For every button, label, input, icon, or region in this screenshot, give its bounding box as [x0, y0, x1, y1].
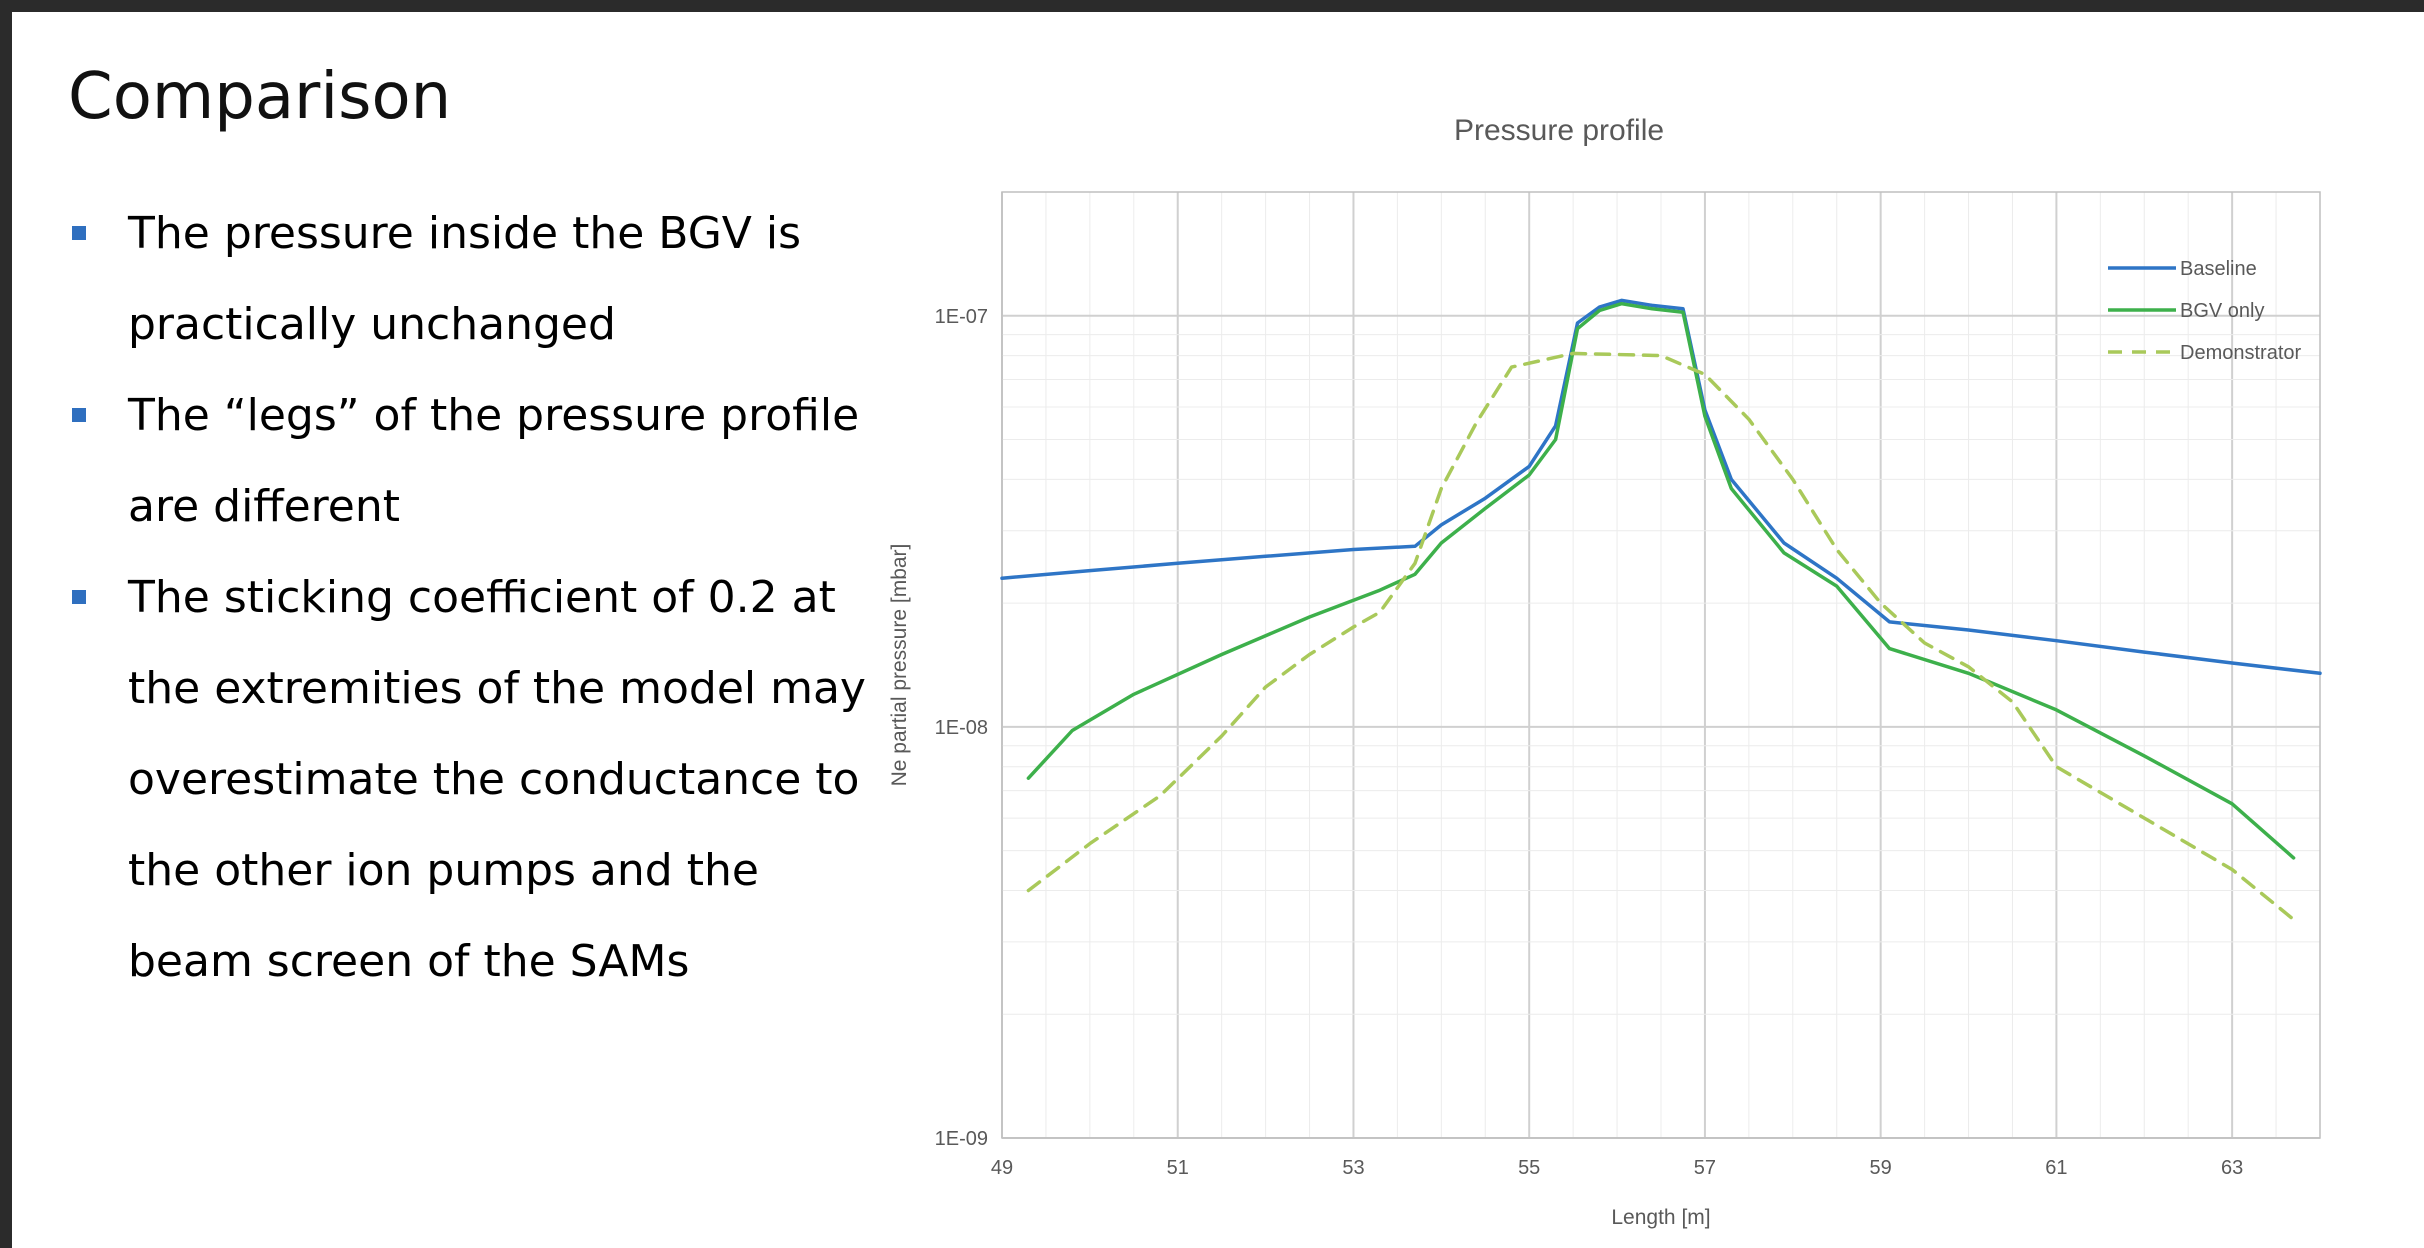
bullet-text: The “legs” of the pressure profile are d… [128, 390, 860, 532]
series-line-demonstrator [1026, 351, 2296, 922]
slide: Comparison The pressure inside the BGV i… [12, 12, 2424, 1248]
chart-title: Pressure profile [1454, 114, 1664, 147]
legend-label: BGV only [2180, 300, 2264, 322]
square-bullet-icon [72, 590, 86, 604]
series-line-bgv-only [1026, 301, 2296, 860]
x-tick-label: 61 [2045, 1157, 2067, 1179]
y-axis-ticks: 1E-09 1E-08 1E-07 [935, 306, 988, 1150]
series-line-baseline [1000, 298, 2322, 676]
slide-title: Comparison [68, 60, 452, 134]
x-tick-label: 51 [1167, 1157, 1189, 1179]
y-axis-label: Ne partial pressure [mbar] [888, 544, 911, 787]
x-axis-ticks: 49 51 53 55 57 59 61 63 [991, 1157, 2243, 1179]
y-tick-label: 1E-09 [935, 1128, 988, 1150]
bullet-text: The pressure inside the BGV is practical… [128, 208, 802, 350]
bullet-item: The “legs” of the pressure profile are d… [72, 370, 872, 552]
y-tick-label: 1E-07 [935, 306, 988, 328]
x-axis-label: Length [m] [1611, 1206, 1710, 1229]
x-tick-label: 63 [2221, 1157, 2243, 1179]
x-tick-label: 59 [1870, 1157, 1892, 1179]
x-tick-label: 55 [1518, 1157, 1540, 1179]
bullet-list: The pressure inside the BGV is practical… [72, 188, 872, 1007]
x-tick-label: 49 [991, 1157, 1013, 1179]
x-tick-label: 57 [1694, 1157, 1716, 1179]
pressure-profile-chart: 49 51 53 55 57 59 61 63 1E-09 1E-08 1E-07 Pressur… [888, 114, 2322, 1229]
chart-legend: Baseline BGV only Demonstrator [2108, 258, 2301, 364]
bullet-text: The sticking coefficient of 0.2 at the e… [128, 572, 866, 987]
plot-area-border [1001, 191, 2321, 1139]
series-group [1000, 298, 2322, 922]
square-bullet-icon [72, 408, 86, 422]
bullet-item: The sticking coefficient of 0.2 at the e… [72, 552, 872, 1007]
bullet-item: The pressure inside the BGV is practical… [72, 188, 872, 370]
legend-label: Demonstrator [2180, 342, 2301, 364]
legend-label: Baseline [2180, 258, 2257, 280]
y-tick-label: 1E-08 [935, 717, 988, 739]
square-bullet-icon [72, 226, 86, 240]
x-tick-label: 53 [1342, 1157, 1364, 1179]
